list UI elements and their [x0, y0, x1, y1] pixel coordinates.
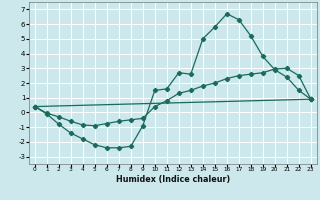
X-axis label: Humidex (Indice chaleur): Humidex (Indice chaleur)	[116, 175, 230, 184]
